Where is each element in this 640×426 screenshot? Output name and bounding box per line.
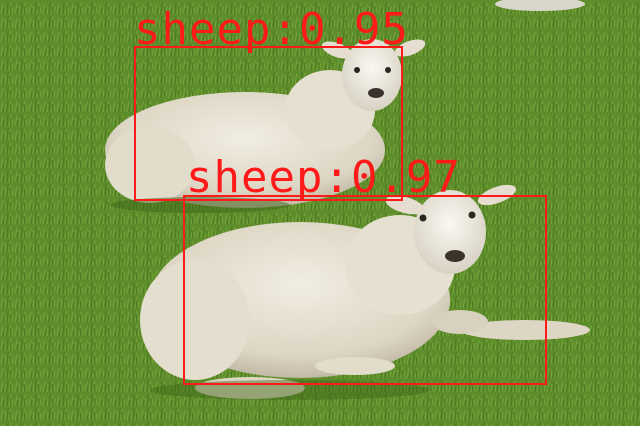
detection-box-sheep-2 [183,195,547,385]
detection-box-sheep-1 [134,46,403,201]
rock [495,0,585,11]
detection-label-sheep-1: sheep:0.95 [134,4,409,55]
detection-label-sheep-2: sheep:0.97 [186,152,461,203]
sheep-front [140,184,590,400]
sheep-back [105,39,426,213]
